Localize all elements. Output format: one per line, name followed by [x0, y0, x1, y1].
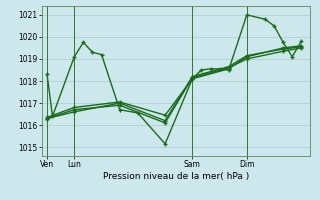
X-axis label: Pression niveau de la mer( hPa ): Pression niveau de la mer( hPa ): [103, 172, 249, 181]
